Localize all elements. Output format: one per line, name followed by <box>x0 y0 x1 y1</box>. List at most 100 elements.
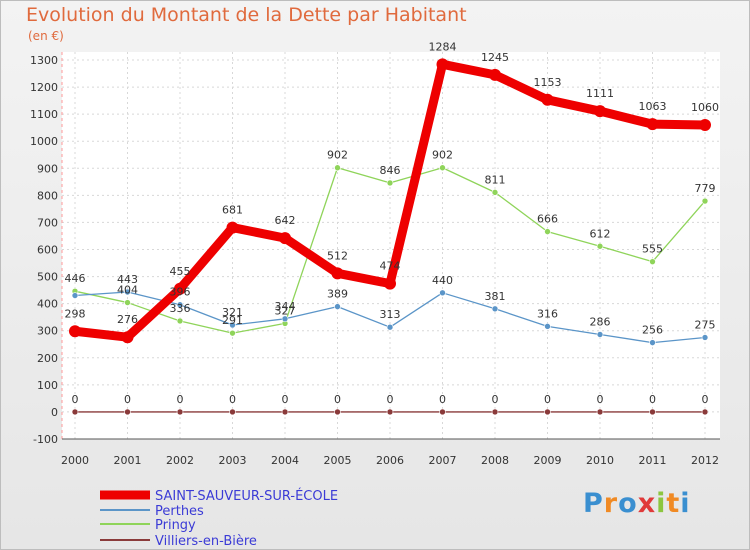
data-point <box>649 408 656 416</box>
x-tick-label: 2003 <box>219 454 247 467</box>
x-tick-label: 2000 <box>61 454 89 467</box>
data-label: 0 <box>72 393 79 406</box>
data-label: 1063 <box>639 100 667 113</box>
data-point <box>699 118 711 131</box>
data-label: 612 <box>590 227 611 240</box>
data-label: 327 <box>275 304 296 317</box>
data-point <box>439 289 446 297</box>
y-tick-label: 500 <box>37 271 58 284</box>
data-point <box>386 179 394 187</box>
logo-letter: r <box>603 488 619 519</box>
data-point <box>384 277 396 290</box>
data-label: 0 <box>702 393 709 406</box>
data-label: 902 <box>327 149 348 162</box>
data-point <box>544 323 551 330</box>
x-tick-label: 2012 <box>691 454 719 467</box>
data-point <box>71 408 79 416</box>
data-label: 0 <box>597 393 604 406</box>
data-label: 474 <box>380 260 401 273</box>
data-label: 642 <box>275 214 296 227</box>
data-label: 1284 <box>429 40 457 53</box>
data-label: 811 <box>485 173 506 186</box>
data-label: 455 <box>170 265 191 278</box>
data-label: 555 <box>642 243 663 256</box>
logo-letter: i <box>656 488 667 519</box>
x-tick-label: 2008 <box>481 454 509 467</box>
y-tick-label: 1000 <box>30 135 58 148</box>
data-label: 0 <box>492 393 499 406</box>
data-label: 1245 <box>481 51 509 64</box>
data-label: 681 <box>222 204 243 217</box>
data-point <box>701 197 709 205</box>
data-point <box>439 408 446 416</box>
legend-label-1: Perthes <box>155 504 204 519</box>
proxiti-logo: Proxiti <box>583 488 691 519</box>
chart-title: Evolution du Montant de la Dette par Hab… <box>26 4 467 26</box>
y-tick-label: -100 <box>33 433 58 446</box>
logo-letter: t <box>666 488 681 519</box>
data-point <box>544 408 551 416</box>
data-label: 0 <box>387 393 394 406</box>
data-point <box>69 325 81 338</box>
data-label: 443 <box>117 273 138 286</box>
data-label: 0 <box>124 393 131 406</box>
data-point <box>491 305 499 313</box>
data-label: 316 <box>537 307 558 320</box>
data-point <box>124 408 131 416</box>
data-point <box>596 408 604 416</box>
data-point <box>176 408 184 416</box>
y-tick-label: 400 <box>37 298 58 311</box>
chart-subtitle: (en €) <box>28 29 64 43</box>
data-point <box>544 228 551 235</box>
legend-label-3: Villiers-en-Bière <box>155 534 257 549</box>
data-point <box>436 58 449 71</box>
data-point <box>176 317 184 325</box>
data-point <box>281 315 289 323</box>
data-point <box>331 267 344 280</box>
data-point <box>489 68 501 81</box>
y-tick-label: 1300 <box>30 54 58 67</box>
data-label: 0 <box>334 393 341 406</box>
data-point <box>229 321 236 329</box>
y-tick-label: 0 <box>51 406 58 419</box>
data-point <box>386 323 394 331</box>
data-label: 0 <box>282 393 289 406</box>
data-point <box>229 329 236 337</box>
plot-area <box>62 52 720 439</box>
data-label: 512 <box>327 249 348 262</box>
data-point <box>226 221 239 234</box>
y-tick-label: 600 <box>37 244 58 257</box>
data-label: 1060 <box>691 101 719 114</box>
data-point <box>229 408 236 416</box>
data-label: 389 <box>327 288 348 301</box>
x-tick-label: 2006 <box>376 454 404 467</box>
y-tick-label: 1200 <box>30 81 58 94</box>
data-point <box>491 189 499 196</box>
data-label: 321 <box>222 306 243 319</box>
data-label: 0 <box>229 393 236 406</box>
data-point <box>649 258 656 265</box>
data-point <box>124 299 131 306</box>
logo-letter: x <box>637 488 657 519</box>
data-point <box>594 105 606 118</box>
data-point <box>281 408 289 416</box>
data-label: 396 <box>170 286 191 299</box>
x-tick-label: 2011 <box>639 454 667 467</box>
data-label: 846 <box>380 164 401 177</box>
data-point <box>334 164 341 172</box>
y-tick-label: 1100 <box>30 108 58 121</box>
x-tick-label: 2005 <box>324 454 352 467</box>
data-point <box>334 303 341 310</box>
y-tick-label: 800 <box>37 189 58 202</box>
x-tick-label: 2007 <box>429 454 457 467</box>
x-tick-label: 2004 <box>271 454 299 467</box>
logo-letter: i <box>680 488 691 519</box>
data-point <box>701 334 709 341</box>
data-point <box>121 331 134 344</box>
data-point <box>279 232 291 245</box>
data-point <box>541 93 554 106</box>
y-tick-label: 300 <box>37 325 58 338</box>
data-point <box>646 118 659 131</box>
data-label: 275 <box>695 318 716 331</box>
